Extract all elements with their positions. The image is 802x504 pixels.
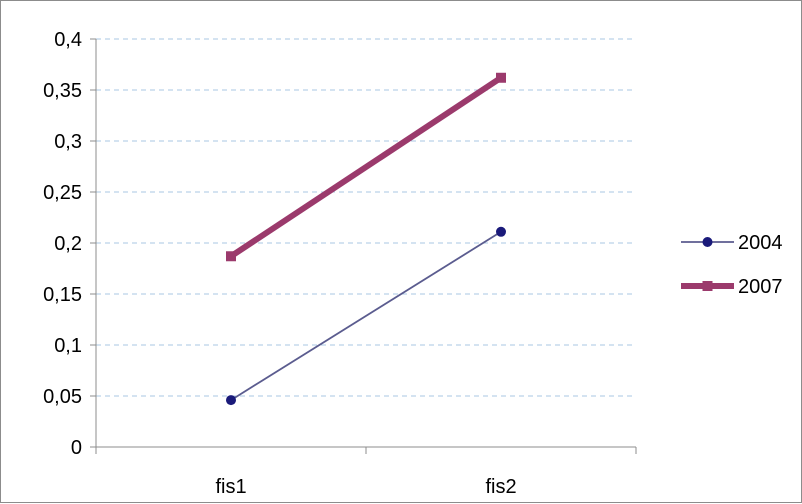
legend-marker <box>702 281 713 291</box>
series-2007 <box>226 72 506 262</box>
x-tick-label: fis2 <box>485 476 516 498</box>
data-point <box>496 226 506 237</box>
y-tick-labels: 0 0,05 0,1 0,15 0,2 0,25 0,3 0,35 0,4 <box>43 29 82 459</box>
x-tick-labels: fis1 fis2 <box>215 476 516 498</box>
legend-label: 2007 <box>738 276 783 298</box>
y-tick-label: 0,15 <box>43 284 82 306</box>
y-tick-label: 0,25 <box>43 182 82 204</box>
y-tick-label: 0,35 <box>43 80 82 102</box>
data-point <box>226 251 236 262</box>
series <box>226 72 506 406</box>
data-point <box>226 395 236 406</box>
y-tick-label: 0,4 <box>54 29 82 51</box>
series-line <box>230 231 502 401</box>
y-tick-label: 0,05 <box>43 386 82 408</box>
legend-marker <box>702 237 713 247</box>
legend-item: 2004 <box>681 232 783 254</box>
axes <box>90 38 637 454</box>
y-tick-label: 0,3 <box>54 131 82 153</box>
x-tick-label: fis1 <box>215 476 246 498</box>
y-tick-label: 0,2 <box>54 233 82 255</box>
series-line <box>229 75 503 259</box>
grid-lines <box>96 38 636 397</box>
y-tick-label: 0,1 <box>54 335 82 357</box>
legend-item: 2007 <box>681 276 783 298</box>
y-tick-label: 0 <box>71 437 82 459</box>
legend: 2004 2007 <box>681 232 783 298</box>
legend-label: 2004 <box>738 232 783 254</box>
series-2004 <box>226 226 506 406</box>
data-point <box>496 72 506 83</box>
